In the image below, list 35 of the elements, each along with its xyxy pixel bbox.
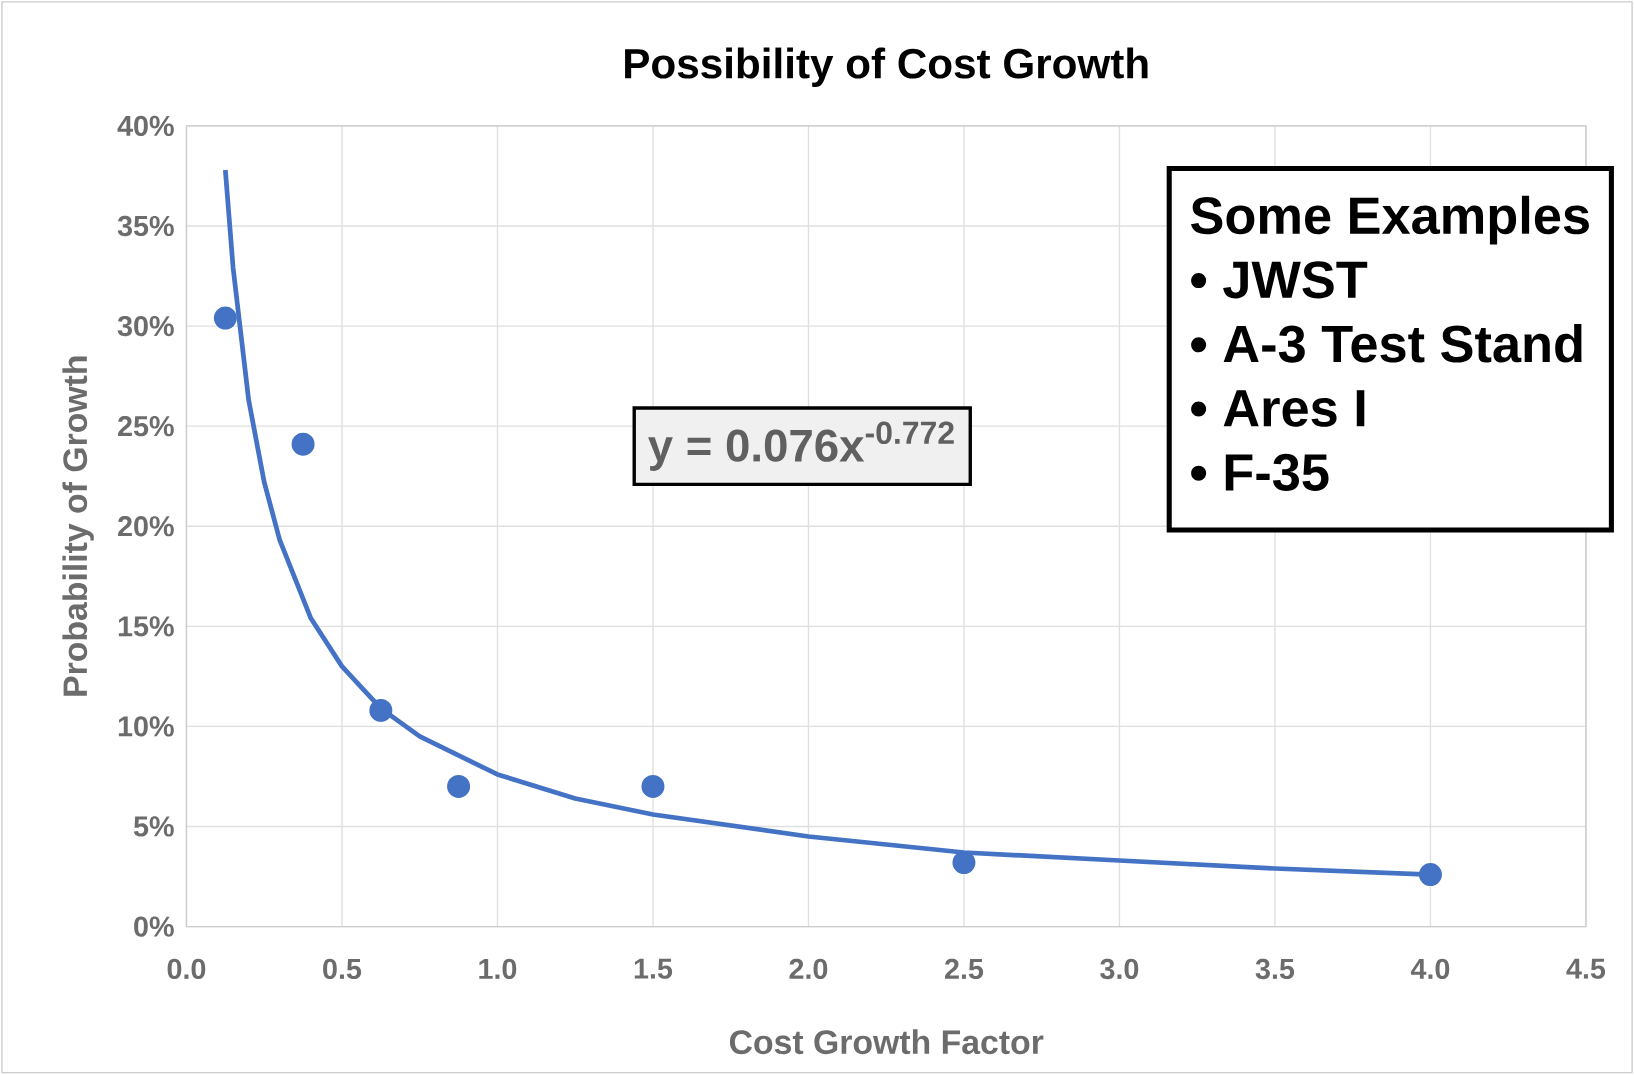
annotation: • A-3 Test Stand [1191, 324, 1582, 363]
y-tick-label: 15% [118, 616, 174, 637]
point [369, 699, 393, 723]
point [952, 851, 976, 875]
x-tick-label: 3.0 [1100, 958, 1139, 980]
x-tick-label: 2.0 [789, 958, 828, 980]
y-tick-label: 35% [117, 216, 174, 237]
x-tick-label: 0.5 [323, 958, 362, 980]
y-tick-label: 30% [117, 316, 174, 337]
point [447, 775, 471, 799]
annotation: • Ares I [1191, 390, 1365, 427]
x-tick-label: 0.0 [167, 958, 206, 980]
y-tick-label: 10% [118, 716, 174, 737]
annotation: Some Examples [1190, 195, 1589, 245]
x-tick-label: 3.5 [1255, 958, 1295, 980]
point [1418, 863, 1442, 887]
chart-title: Possibility of Cost Growth [625, 47, 1148, 88]
annotation: • JWST [1191, 261, 1368, 299]
x-tick-label: 2.5 [945, 958, 984, 980]
y-tick-label: 25% [118, 416, 174, 437]
y-tick-label: 40% [117, 115, 174, 137]
x-tick-label: 1.0 [479, 958, 517, 980]
x-tick-label: 4.5 [1566, 958, 1606, 979]
point [641, 775, 665, 799]
y-tick-label: 0% [134, 916, 174, 937]
y-tick-label: 5% [133, 816, 174, 837]
point [213, 306, 237, 330]
point [291, 432, 315, 456]
x-tick-label: 1.5 [634, 958, 673, 979]
annotation: • F-35 [1191, 454, 1329, 492]
y-tick-label: 20% [118, 516, 174, 537]
y-axis-title: Probability of Growth [62, 356, 94, 696]
x-tick-label: 4.0 [1410, 958, 1450, 980]
x-axis-title: Cost Growth Factor [729, 1029, 1044, 1055]
annotation: y = 0.076x$^{-0.772}$ [648, 421, 954, 472]
